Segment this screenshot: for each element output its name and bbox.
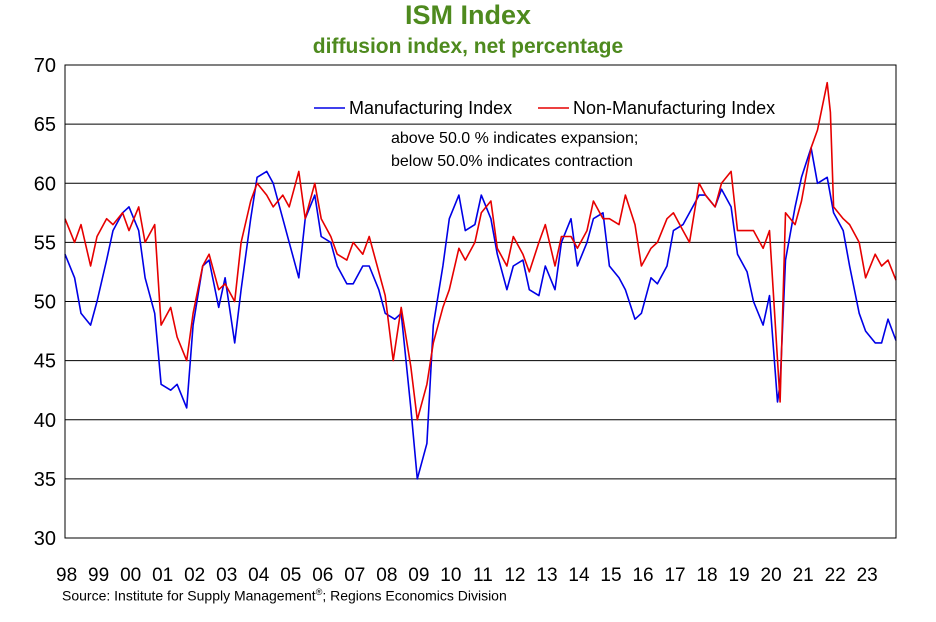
x-tick-label: 03 [216,565,237,586]
x-tick-label: 20 [761,565,782,586]
y-tick-label: 65 [34,114,56,136]
annotation-expansion: above 50.0 % indicates expansion; [391,130,638,147]
plot-frame [64,64,897,539]
legend: Manufacturing Index Non-Manufacturing In… [314,98,775,118]
x-tick-label: 13 [536,565,557,586]
gridlines [65,123,896,480]
legend-label-non-manufacturing: Non-Manufacturing Index [573,98,775,118]
x-tick-label: 17 [664,565,685,586]
x-tick-label: 18 [696,565,717,586]
y-tick-label: 35 [34,469,56,491]
legend-label-manufacturing: Manufacturing Index [349,98,512,118]
x-tick-label: 10 [440,565,461,586]
x-tick-label: 98 [56,565,77,586]
source-tail: ; Regions Economics Division [322,587,507,604]
series-lines [64,81,897,480]
series-line-manufacturing [64,147,897,480]
x-tick-label: 04 [248,565,270,586]
x-tick-label: 19 [729,565,750,586]
x-tick-label: 99 [88,565,109,586]
x-tick-label: 09 [408,565,429,586]
registered-mark: ® [315,587,323,597]
source-note: Source: Institute for Supply Management®… [62,587,507,604]
x-tick-label: 15 [600,565,621,586]
x-tick-label: 22 [825,565,846,586]
x-tick-label: 23 [857,565,878,586]
x-tick-label: 21 [793,565,814,586]
x-tick-label: 14 [568,565,590,586]
x-tick-label: 16 [632,565,653,586]
x-tick-label: 00 [120,565,141,586]
chart-title: ISM Index [404,0,532,30]
x-tick-label: 02 [184,565,205,586]
x-tick-label: 12 [504,565,525,586]
y-tick-label: 30 [34,528,56,550]
y-tick-label: 60 [34,173,56,195]
annotation-contraction: below 50.0% indicates contraction [391,153,633,170]
x-tick-label: 11 [473,565,493,586]
x-tick-labels: 98 99 00 01 02 03 04 05 06 07 08 09 10 11 12 13 14 15 16 17… [56,565,878,586]
y-tick-label: 70 [34,55,56,77]
x-tick-label: 05 [280,565,301,586]
y-tick-label: 50 [34,292,56,314]
x-tick-label: 07 [344,565,365,586]
chart-subtitle: diffusion index, net percentage [312,35,624,58]
y-tick-label: 45 [34,351,56,373]
series-line-non-manufacturing [64,81,897,421]
y-tick-labels: 30 35 40 45 50 55 60 65 70 [34,55,56,550]
x-tick-label: 06 [312,565,333,586]
x-tick-label: 08 [376,565,397,586]
x-tick-label: 01 [152,565,173,586]
y-tick-label: 40 [34,410,56,432]
source-text: Source: Institute for Supply Management [62,587,316,604]
y-tick-label: 55 [34,232,56,254]
